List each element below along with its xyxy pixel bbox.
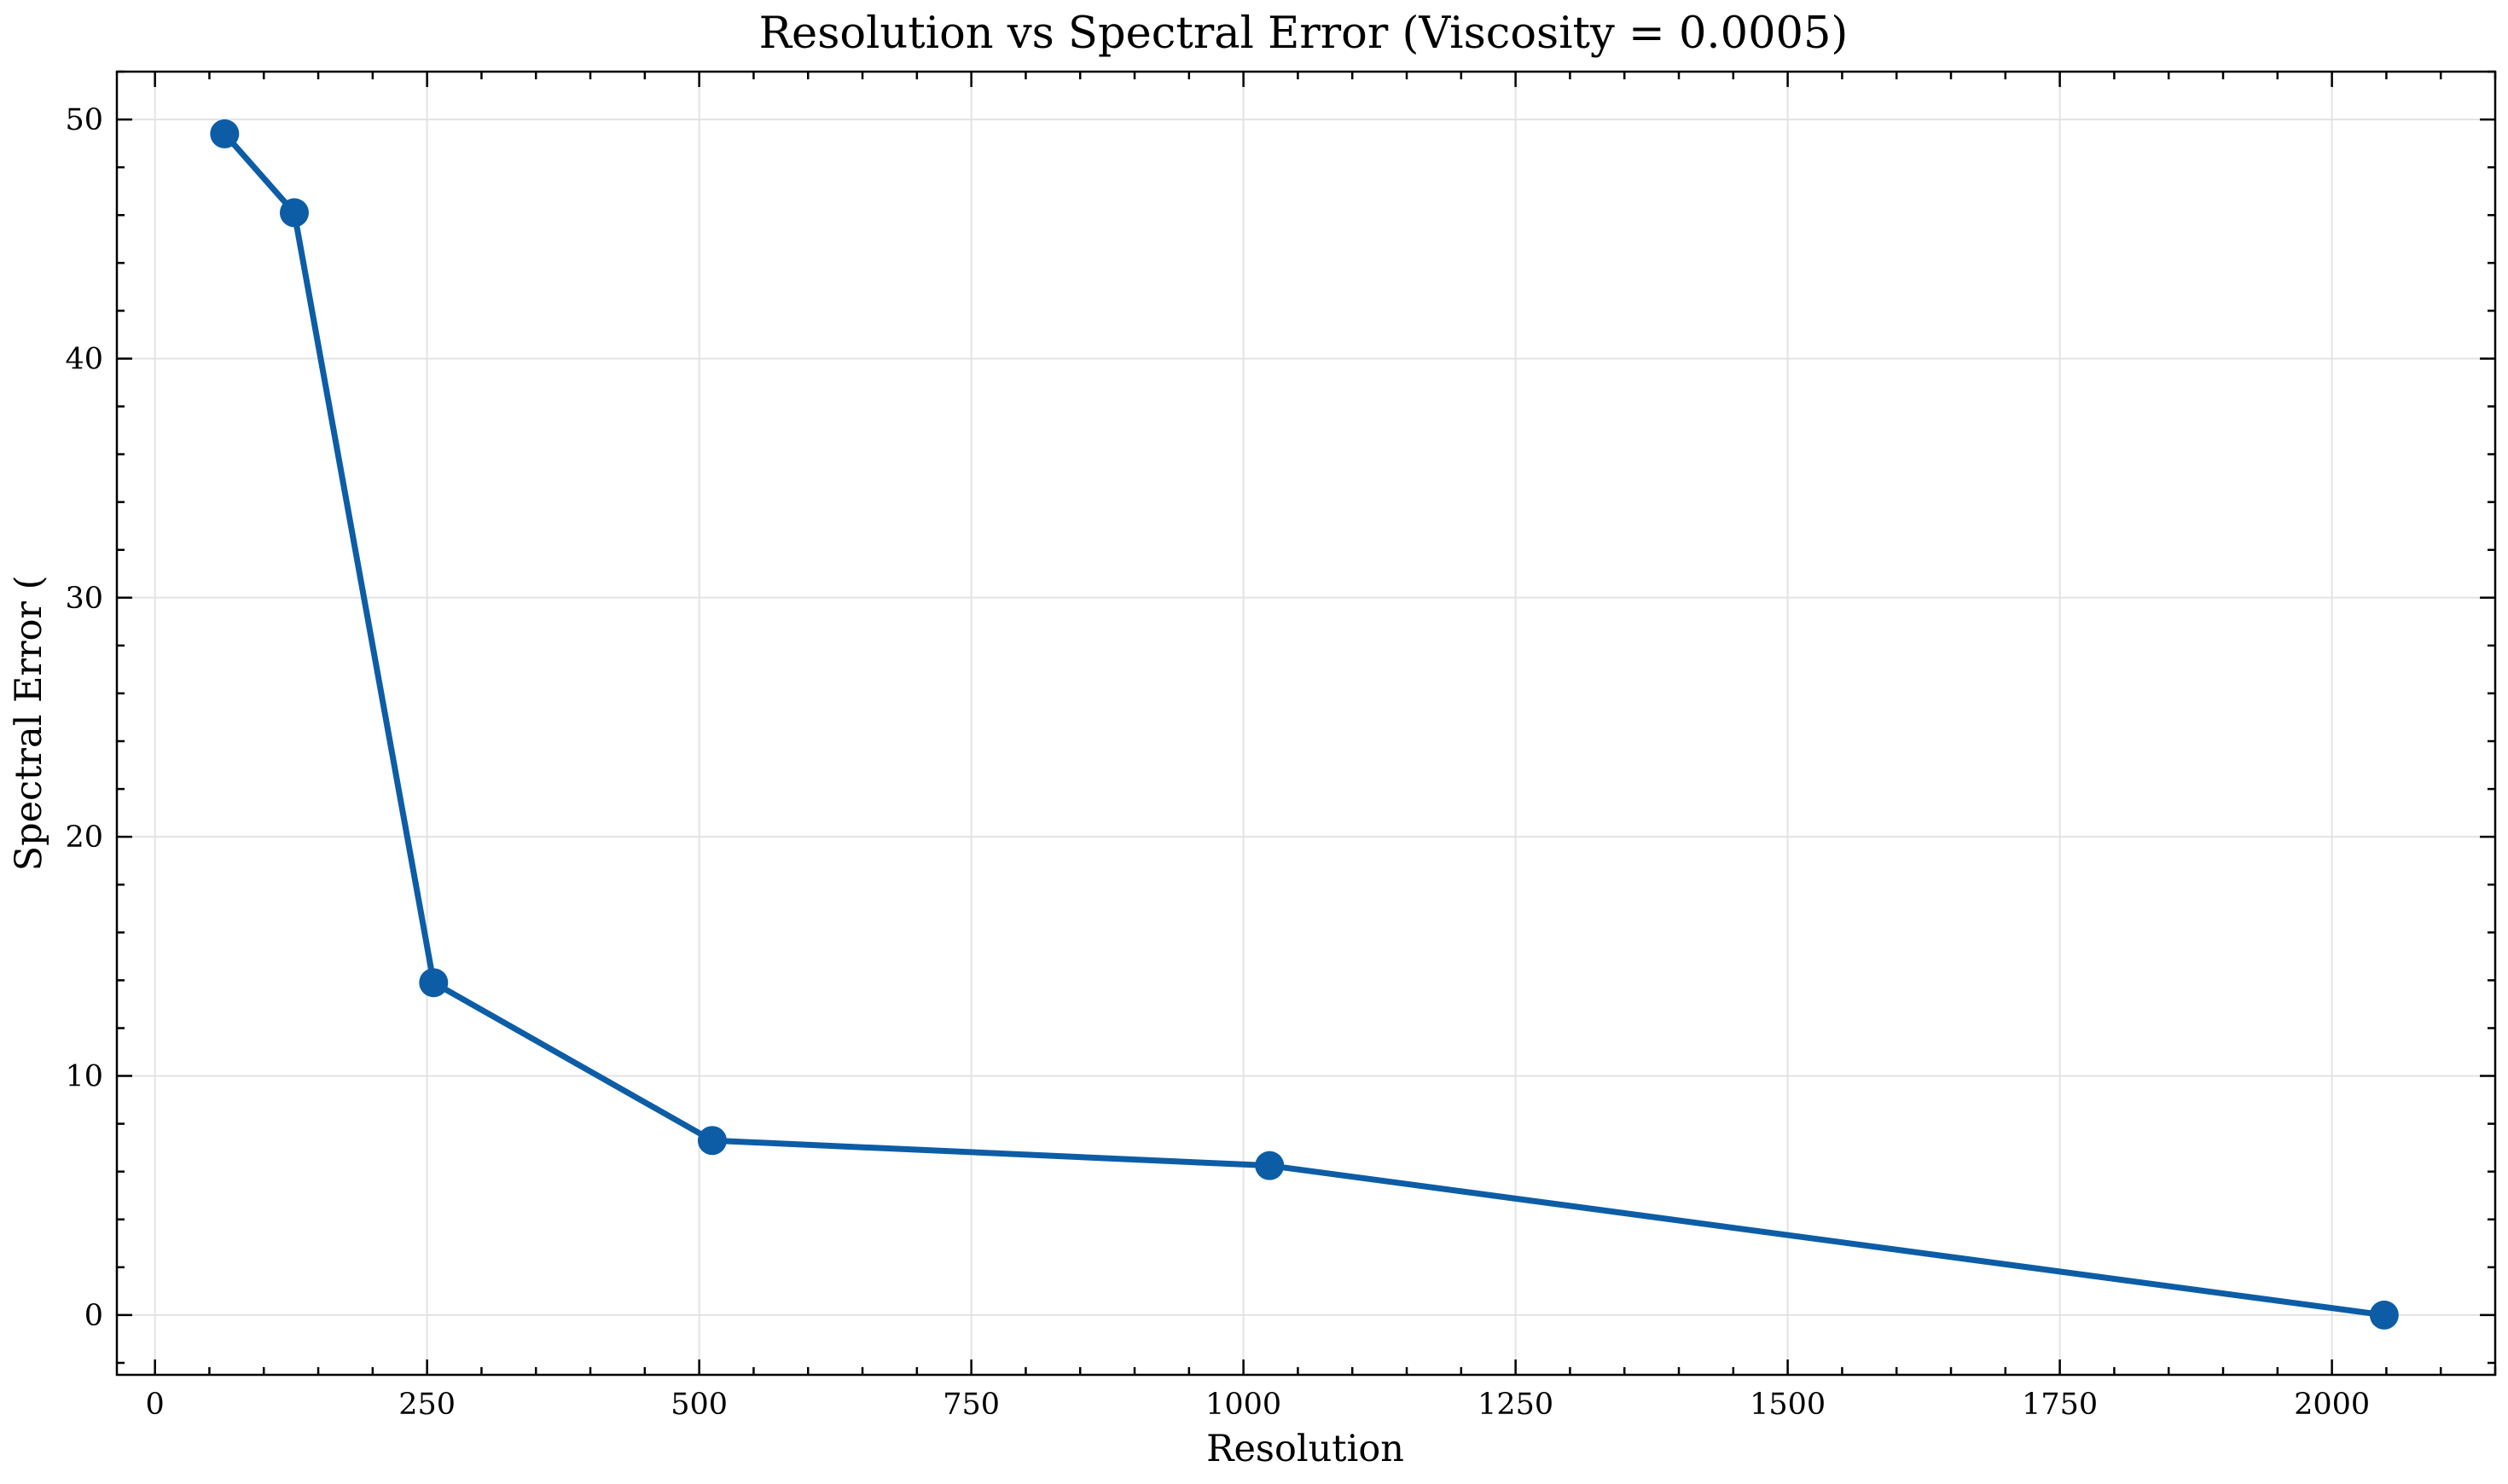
data-point (697, 1126, 727, 1156)
x-axis-label: Resolution (1206, 1428, 1404, 1470)
x-tick-label: 1000 (1205, 1388, 1281, 1422)
x-tick-label: 2000 (2294, 1388, 2370, 1422)
axis-ticks (117, 70, 2497, 1375)
x-tick-label: 1500 (1750, 1388, 1826, 1422)
data-point (210, 119, 240, 148)
y-tick-labels: 0 10 20 30 40 50 (65, 103, 103, 1333)
data-point (419, 968, 449, 998)
y-tick-label: 40 (65, 342, 103, 376)
y-axis-label: Spectral Error ( (8, 576, 50, 872)
data-point (2369, 1300, 2399, 1330)
data-point (279, 198, 309, 228)
x-tick-label: 0 (146, 1388, 165, 1422)
x-tick-label: 1250 (1478, 1388, 1553, 1422)
plot-frame (115, 70, 2497, 1377)
x-tick-label: 1750 (2022, 1388, 2098, 1422)
y-tick-label: 10 (65, 1060, 103, 1094)
chart-title: Resolution vs Spectral Error (Viscosity … (759, 9, 1849, 59)
data-point (1255, 1151, 1285, 1180)
y-tick-label: 20 (65, 820, 103, 855)
x-tick-label: 750 (943, 1388, 1000, 1422)
grid (117, 72, 2495, 1375)
x-tick-label: 250 (398, 1388, 456, 1422)
x-tick-label: 500 (671, 1388, 728, 1422)
y-tick-label: 30 (65, 582, 103, 616)
x-tick-labels: 0 250 500 750 1000 1250 1500 1750 2000 (146, 1388, 2371, 1422)
y-tick-label: 50 (65, 103, 103, 137)
series-group (210, 119, 2399, 1330)
y-tick-label: 0 (84, 1299, 103, 1333)
series-line (221, 130, 2388, 1319)
